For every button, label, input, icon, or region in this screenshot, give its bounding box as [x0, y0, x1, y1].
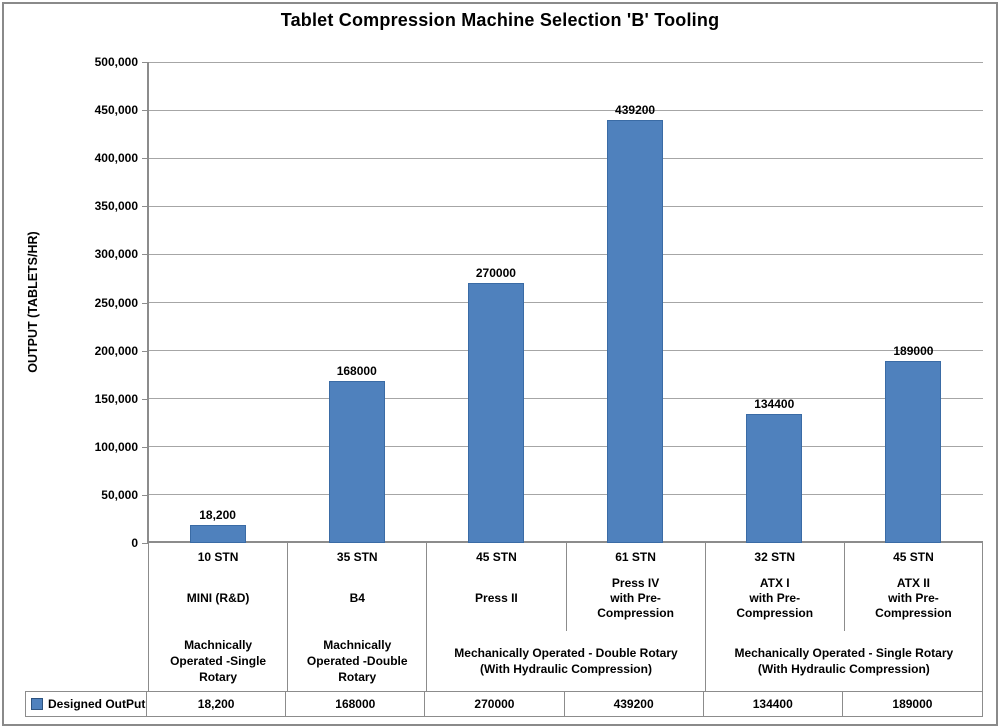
y-axis-tick-label: 100,000	[94, 439, 138, 454]
x-axis-line	[148, 541, 983, 543]
category-stn-label: 32 STN	[754, 550, 796, 564]
data-table-values: 18,200 168000 270000 439200 134400 189000	[147, 692, 982, 716]
y-axis-tick-label: 250,000	[94, 295, 138, 310]
gridline	[148, 205, 983, 207]
category-machine-label: MINI (R&D)	[186, 590, 250, 605]
y-axis-tick-label: 200,000	[94, 343, 138, 358]
gridline	[148, 446, 983, 448]
y-axis-tick-mark	[142, 206, 148, 208]
gridline	[148, 109, 983, 111]
category-stn-label: 61 STN	[615, 550, 656, 564]
category-machine-label: Press IV with Pre- Compression	[597, 575, 674, 620]
y-axis-tick-mark	[142, 62, 148, 63]
y-axis-tick-mark	[142, 302, 148, 304]
gridline	[148, 302, 983, 303]
bar	[607, 120, 664, 543]
y-axis-tick-label: 150,000	[94, 391, 138, 406]
category-group-cell: Machnically Operated -Single Rotary	[148, 631, 287, 691]
category-machine-label: Press II	[475, 590, 518, 605]
gridline	[148, 398, 983, 400]
category-group-cell: Mechanically Operated - Double Rotary (W…	[426, 631, 704, 691]
category-cell: 35 STN B4	[287, 543, 426, 631]
data-table-cell: 439200	[565, 692, 704, 716]
y-axis-tick-mark	[142, 110, 148, 112]
y-axis-tick-mark	[142, 254, 148, 256]
bar-value-label: 270000	[475, 266, 516, 281]
y-axis-tick-mark	[142, 446, 148, 448]
bar	[189, 525, 246, 543]
bar	[746, 413, 803, 543]
y-axis-tick-mark	[142, 398, 148, 400]
bar-value-label: 189000	[893, 344, 934, 359]
bar	[885, 361, 942, 543]
gridline	[148, 494, 983, 496]
gridline	[148, 61, 983, 63]
data-table-cell: 270000	[425, 692, 565, 716]
y-axis-tick-label: 400,000	[94, 151, 138, 166]
bar-value-label: 439200	[615, 103, 656, 118]
bar-value-label: 168000	[336, 364, 377, 379]
y-axis-tick-mark	[142, 494, 148, 496]
y-axis-tick-label: 50,000	[101, 487, 138, 502]
category-cell: 61 STN Press IV with Pre- Compression	[565, 543, 705, 631]
y-axis-line	[147, 62, 149, 543]
category-stn-label: 45 STN	[476, 550, 517, 564]
category-group-cell: Mechanically Operated - Single Rotary (W…	[704, 631, 983, 691]
y-axis-tick-label: 450,000	[94, 103, 138, 118]
legend-key: Designed OutPut	[26, 692, 148, 716]
data-table-cell: 189000	[892, 697, 933, 711]
y-axis-tick-mark	[142, 543, 148, 544]
category-machine-label: ATX I with Pre- Compression	[736, 575, 814, 620]
gridline	[148, 157, 983, 159]
category-cell: 10 STN MINI (R&D)	[148, 543, 287, 631]
y-axis-tick-label: 500,000	[94, 55, 138, 69]
data-table-cell: 134400	[704, 692, 843, 716]
bar-value-label: 134400	[754, 396, 795, 411]
y-axis-tick-label: 300,000	[94, 247, 138, 262]
category-machine-label: B4	[349, 590, 365, 605]
bar-value-label: 18,200	[199, 508, 236, 523]
legend-swatch-icon	[31, 698, 43, 710]
y-axis-tick-label: 0	[131, 536, 138, 550]
y-axis-tick-mark	[142, 350, 148, 352]
category-cell: 32 STN ATX I with Pre- Compression	[704, 543, 844, 631]
category-stn-label: 45 STN	[893, 550, 934, 564]
category-machine-label: ATX II with Pre- Compression	[875, 575, 952, 620]
data-table: Designed OutPut 18,200 168000 270000 439200…	[25, 691, 983, 717]
category-stn-label: 10 STN	[197, 550, 239, 564]
y-axis-tick-mark	[142, 158, 148, 160]
category-cell: 45 STN Press II	[426, 543, 565, 631]
bar	[328, 381, 385, 543]
data-table-cell: 168000	[286, 692, 426, 716]
legend-label: Designed OutPut	[48, 697, 146, 711]
chart-title: Tablet Compression Machine Selection 'B'…	[280, 10, 720, 30]
bar	[467, 283, 524, 543]
gridline	[148, 253, 983, 255]
category-group-cell: Machnically Operated -Double Rotary	[287, 631, 426, 691]
category-cell: 45 STN ATX II with Pre- Compression	[843, 543, 983, 631]
data-table-cell: 18,200	[147, 692, 287, 716]
gridline	[148, 350, 983, 352]
y-axis-tick-label: 350,000	[94, 199, 138, 214]
category-stn-label: 35 STN	[336, 550, 378, 564]
